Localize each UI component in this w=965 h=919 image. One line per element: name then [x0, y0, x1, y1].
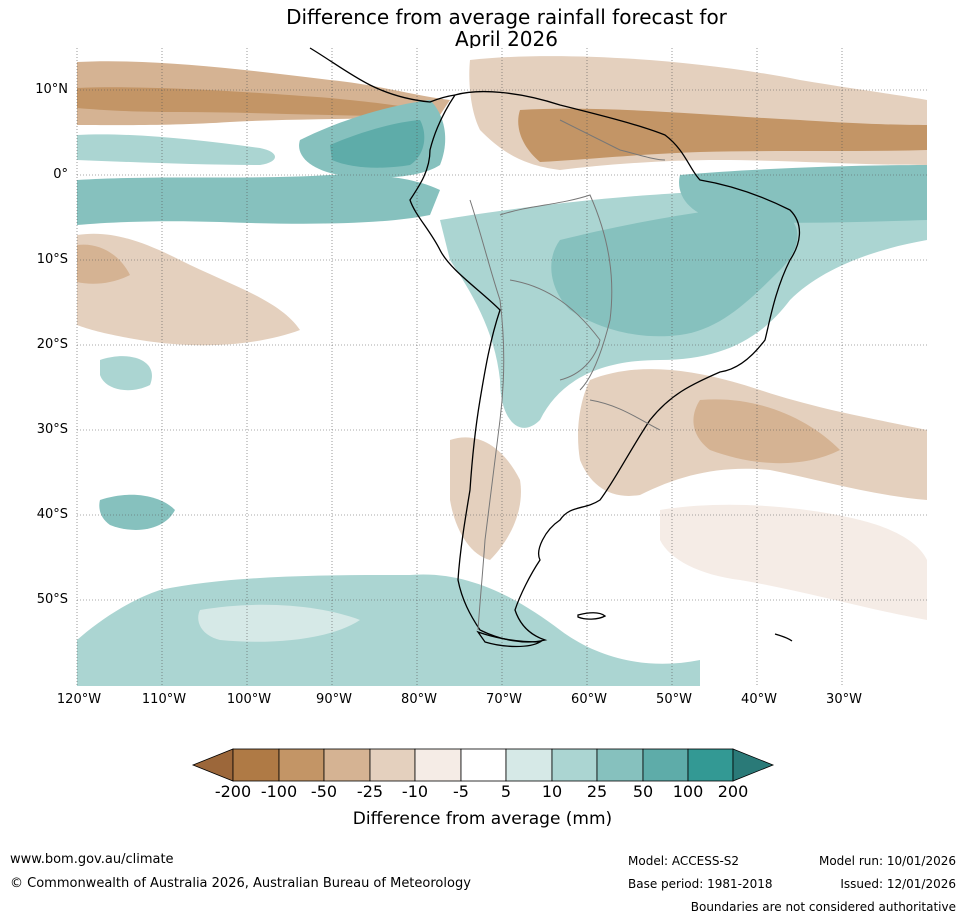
lon-label-60w: 60°W [571, 692, 607, 707]
map-gridlines [76, 48, 927, 686]
lat-label-50s: 50°S [36, 592, 68, 607]
colorbar-tick-label: 100 [672, 782, 704, 801]
colorbar-tick-label: 200 [717, 782, 749, 801]
base-period: Base period: 1981-2018 [628, 877, 773, 891]
colorbar-tick-label: 5 [500, 782, 512, 801]
dry-anomaly-west-pacific [77, 233, 300, 346]
colorbar-tick-label: -100 [260, 782, 298, 801]
wet-anomaly-southern-ocean-light [198, 604, 360, 642]
colorbar-tick-label: 50 [632, 782, 654, 801]
colorbar-bin-2 [278, 748, 325, 782]
colorbar-bin-7 [505, 748, 553, 782]
colorbar-tick-label: 25 [586, 782, 608, 801]
copyright-text: © Commonwealth of Australia 2026, Austra… [10, 876, 471, 891]
lon-label-70w: 70°W [486, 692, 522, 707]
colorbar-tick-label: -200 [214, 782, 252, 801]
wet-anomaly-southern-ocean [77, 574, 700, 686]
wet-anomaly-equatorial-pacific [77, 174, 440, 225]
dry-anomaly-north-pacific-core [77, 87, 420, 116]
model-name: Model: ACCESS-S2 [628, 854, 740, 868]
anomaly-fields [77, 56, 927, 686]
boundaries-disclaimer: Boundaries are not considered authoritat… [690, 900, 956, 914]
dry-anomaly-west-pacific-core [77, 244, 130, 284]
colorbar-label: Difference from average (mm) [352, 809, 613, 829]
colorbar-bin-11 [687, 748, 734, 782]
colorbar-tick-label: 10 [541, 782, 563, 801]
south-america-coastline [409, 90, 801, 643]
lon-label-80w: 80°W [401, 692, 437, 707]
colorbar-bin-4 [369, 748, 416, 782]
dry-anomaly-chile [450, 437, 521, 560]
lon-label-100w: 100°W [226, 692, 272, 707]
lat-label-20s: 20°S [36, 337, 68, 352]
colorbar-tick-label: -5 [453, 782, 469, 801]
rainfall-anomaly-map [76, 47, 927, 686]
border-guianas [559, 119, 666, 161]
wet-anomaly-panama-core [330, 120, 425, 168]
dry-anomaly-atlantic-core [518, 108, 927, 162]
lon-label-90w: 90°W [316, 692, 352, 707]
chart-title-line-1: Difference from average rainfall forecas… [286, 5, 727, 29]
model-run-date: Model run: 10/01/2026 [818, 854, 956, 868]
colorbar-bin-6 [460, 748, 507, 782]
colorbar-bin-5 [414, 748, 462, 782]
lat-label-10s: 10°S [36, 252, 68, 267]
south-georgia [774, 633, 793, 642]
falkland-islands [577, 612, 607, 620]
border-andes [469, 199, 505, 631]
lon-label-40w: 40°W [741, 692, 777, 707]
wet-anomaly-brazil-core [551, 205, 798, 337]
border-bolivia [509, 279, 601, 381]
colorbar-bin-9 [596, 748, 644, 782]
lon-label-110w: 110°W [141, 692, 187, 707]
colorbar-tick-label: -50 [310, 782, 338, 801]
lon-label-30w: 30°W [826, 692, 862, 707]
dry-anomaly-south-atlantic-core [693, 399, 840, 464]
country-borders [469, 119, 666, 631]
lat-label-40s: 40°S [36, 507, 68, 522]
colorbar-extend-low [191, 748, 234, 782]
lat-label-0: 0° [53, 167, 68, 182]
border-argentina-uruguay [589, 399, 661, 431]
lon-label-120w: 120°W [56, 692, 102, 707]
colorbar-bin-3 [323, 748, 371, 782]
colorbar-bin-1 [232, 748, 280, 782]
colorbar-tick-label: -25 [356, 782, 384, 801]
bom-website-link[interactable]: www.bom.gov.au/climate [10, 852, 174, 867]
wet-anomaly-atlantic-equator [679, 165, 927, 223]
lat-label-30s: 30°S [36, 422, 68, 437]
wet-anomaly-pacific-upper [77, 134, 275, 165]
central-america-coastline [309, 47, 456, 103]
lon-label-50w: 50°W [656, 692, 692, 707]
wet-anomaly-southwest-pacific [99, 494, 175, 530]
tierra-del-fuego [476, 630, 543, 648]
colorbar-extend-high [732, 748, 775, 782]
coastlines [309, 47, 801, 648]
colorbar-tick-label: -10 [401, 782, 429, 801]
colorbar-bin-8 [551, 748, 598, 782]
colorbar-bin-10 [642, 748, 689, 782]
dry-anomaly-southeast-atlantic [660, 504, 927, 620]
issued-date: Issued: 12/01/2026 [840, 877, 956, 891]
border-brazil-west [499, 194, 613, 391]
lat-label-10n: 10°N [35, 82, 68, 97]
wet-anomaly-southeast-pacific [100, 356, 152, 391]
chart-title-line-2: April 2026 [455, 27, 558, 51]
